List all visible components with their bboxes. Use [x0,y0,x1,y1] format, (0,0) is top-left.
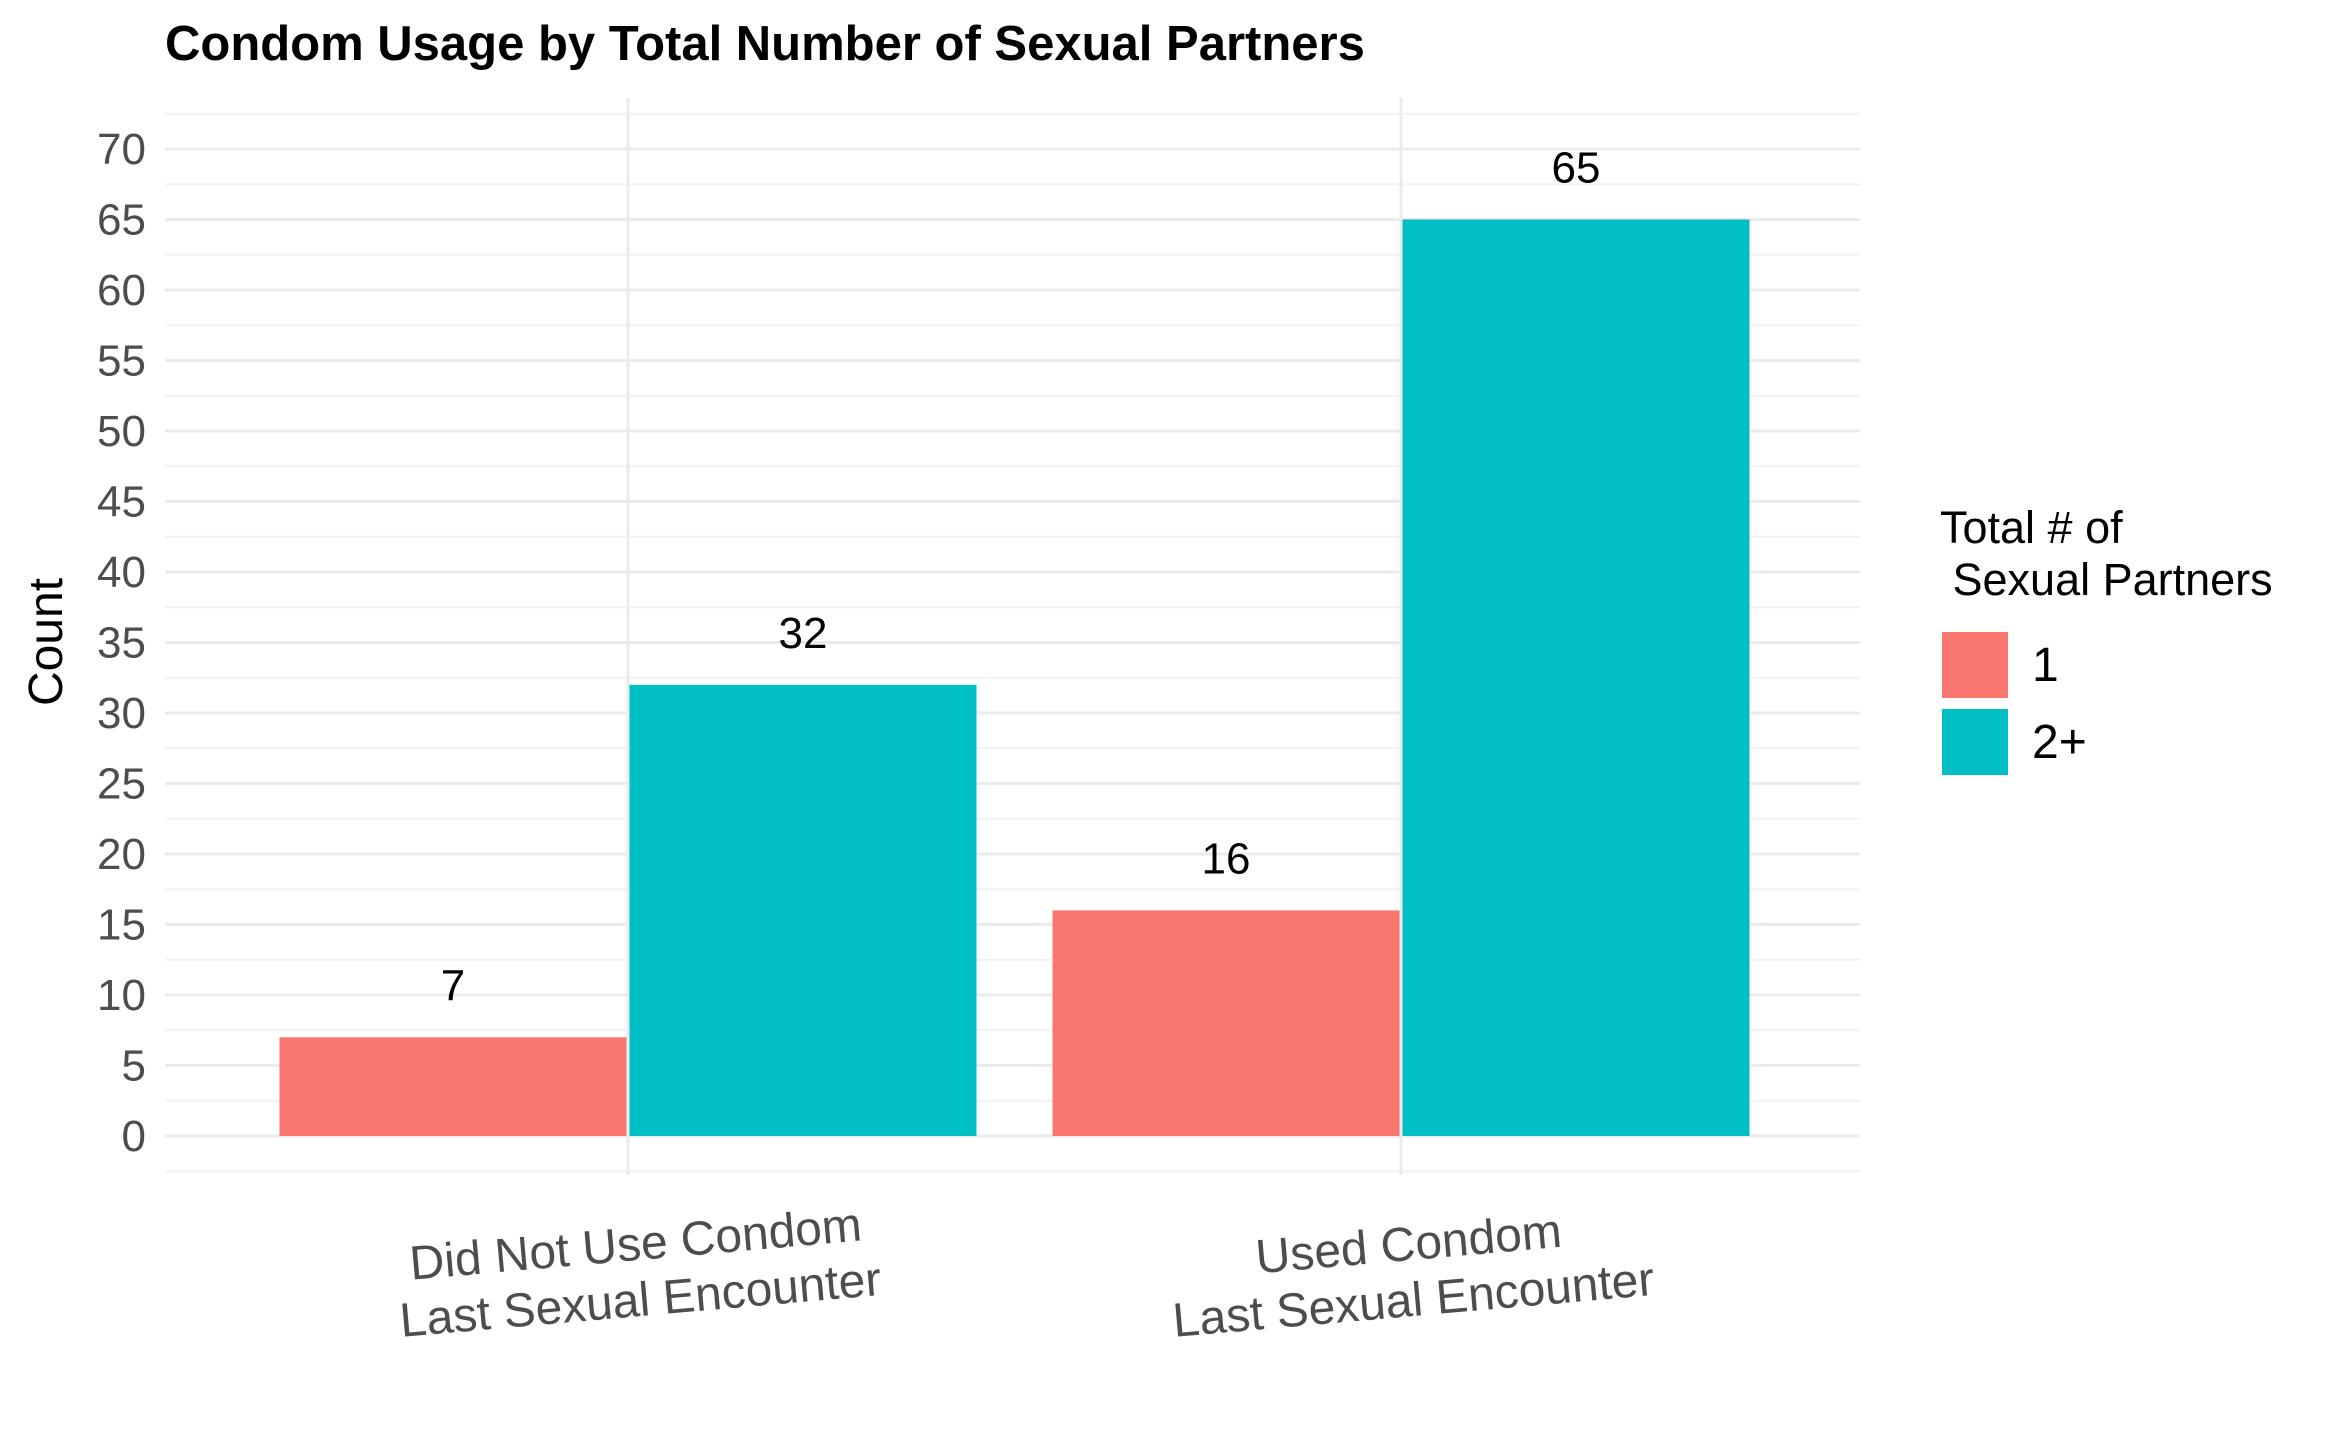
legend-title-line: Sexual Partners [1940,554,2273,605]
y-tick-label: 45 [97,478,146,527]
y-tick-label: 0 [122,1112,146,1161]
y-tick-label: 40 [97,548,146,597]
bar-value-label: 7 [441,961,465,1010]
legend: Total # of Sexual Partners 1 2+ [1940,502,2273,775]
y-tick-label: 15 [97,901,146,950]
legend-key-swatch [1942,709,2008,775]
y-tick-label: 50 [97,407,146,456]
y-tick-label: 30 [97,689,146,738]
legend-title-line: Total # of [1940,502,2123,553]
bar-2plus-0 [629,684,977,1136]
chart-title: Condom Usage by Total Number of Sexual P… [165,17,1365,71]
y-tick-label: 55 [97,337,146,386]
y-tick-label: 20 [97,830,146,879]
y-axis: 0 5 10 15 20 25 30 35 40 45 50 55 60 65 70 [97,125,146,1161]
y-tick-label: 10 [97,971,146,1020]
y-tick-label: 65 [97,196,146,245]
legend-key-label: 2+ [2032,716,2087,769]
y-tick-label: 70 [97,125,146,174]
bar-1-1 [1052,910,1400,1136]
y-tick-label: 25 [97,760,146,809]
y-tick-label: 5 [122,1042,146,1091]
bars [279,219,1750,1136]
bar-labels: 7 32 16 65 [441,144,1601,1011]
y-tick-label: 35 [97,619,146,668]
bar-1-0 [279,1037,627,1136]
bar-value-label: 16 [1202,834,1251,883]
bar-2plus-1 [1402,219,1750,1136]
bar-value-label: 32 [779,609,828,658]
legend-key-swatch [1942,632,2008,698]
bar-value-label: 65 [1552,144,1601,193]
legend-key-label: 1 [2032,639,2059,692]
y-axis-title: Count [20,578,73,706]
y-tick-label: 60 [97,266,146,315]
